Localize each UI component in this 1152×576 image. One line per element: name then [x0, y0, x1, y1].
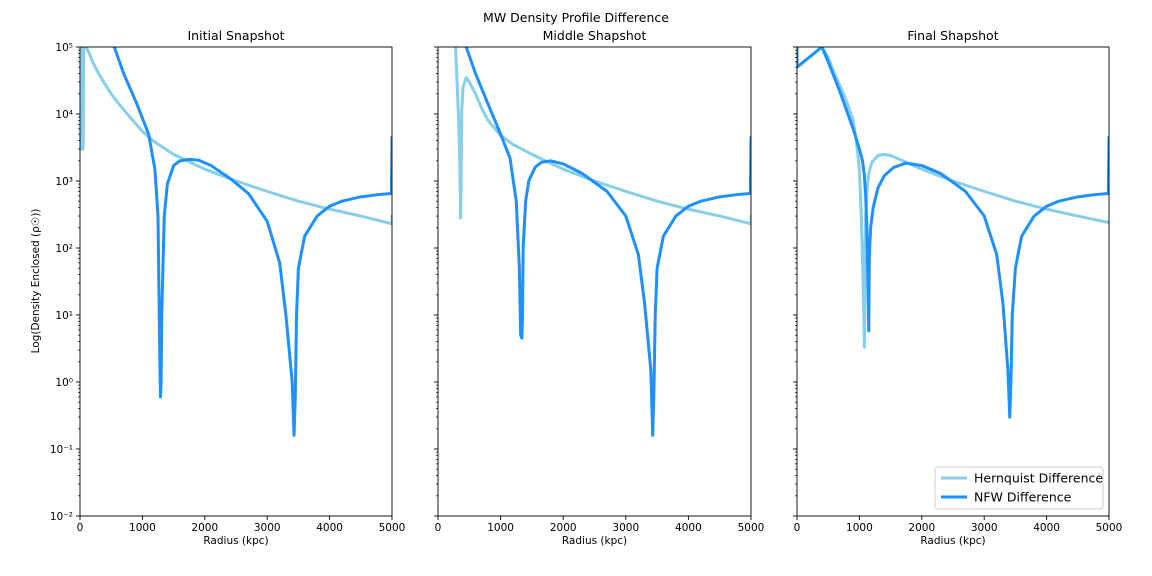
legend: Hernquist Difference NFW Difference — [934, 466, 1104, 510]
figure-suptitle: MW Density Profile Difference — [483, 10, 669, 25]
y-tick-label: 10¹ — [55, 310, 73, 322]
panel-title: Initial Snapshot — [188, 28, 285, 43]
axes-frame — [79, 46, 393, 517]
x-tick-label: 3000 — [971, 522, 998, 534]
series-line-nfw — [464, 47, 751, 437]
x-tick-label: 0 — [77, 522, 84, 534]
x-axis-label: Radius (kpc) — [920, 535, 985, 547]
y-tick-label: 10⁰ — [55, 377, 73, 389]
y-tick-label: 10³ — [55, 176, 73, 188]
legend-label-nfw: NFW Difference — [974, 490, 1072, 505]
panel-title: Middle Shapshot — [543, 28, 647, 43]
x-tick-label: 0 — [794, 522, 801, 534]
y-tick-label: 10⁵ — [55, 42, 73, 54]
x-tick-label: 5000 — [1096, 522, 1123, 534]
y-axis-label: Log(Density Enclosed (ρ☉)) — [30, 209, 42, 354]
x-tick-label: 1000 — [487, 522, 514, 534]
series-line-hernquist — [454, 47, 751, 226]
x-tick-label: 2000 — [550, 522, 577, 534]
series-line-hernquist — [80, 47, 392, 226]
x-tick-label: 2000 — [191, 522, 218, 534]
axes-frame — [796, 46, 1110, 517]
series-line-nfw — [797, 47, 1109, 419]
x-tick-label: 4000 — [316, 522, 343, 534]
x-tick-label: 1000 — [129, 522, 156, 534]
y-tick-label: 10² — [55, 243, 73, 255]
x-tick-label: 5000 — [379, 522, 406, 534]
y-tick-label: 10⁻¹ — [50, 444, 73, 456]
panel-initial-snapshot: Initial Snapshot Radius (kpc) 0 1000 2000 300… — [50, 28, 405, 547]
panel-middle-snapshot: Middle Shapshot Radius (kpc) 0 1000 2000 3000… — [434, 28, 764, 547]
series-line-nfw — [112, 47, 392, 437]
x-tick-label: 2000 — [908, 522, 935, 534]
x-axis-label: Radius (kpc) — [203, 535, 268, 547]
x-tick-label: 3000 — [612, 522, 639, 534]
x-tick-label: 3000 — [254, 522, 281, 534]
panel-title: Final Shapshot — [907, 28, 998, 43]
legend-frame — [934, 466, 1104, 510]
axes-frame — [437, 46, 752, 517]
x-tick-label: 4000 — [1033, 522, 1060, 534]
y-tick-label: 10⁻² — [50, 511, 73, 523]
x-tick-label: 4000 — [675, 522, 702, 534]
x-tick-label: 0 — [435, 522, 442, 534]
legend-label-hernquist: Hernquist Difference — [974, 471, 1103, 486]
x-tick-label: 5000 — [738, 522, 765, 534]
y-tick-label: 10⁴ — [55, 109, 73, 121]
panel-final-snapshot: Final Shapshot Radius (kpc) 0 1000 2000 3000 4… — [793, 28, 1122, 547]
x-tick-label: 1000 — [846, 522, 873, 534]
x-axis-label: Radius (kpc) — [562, 535, 627, 547]
